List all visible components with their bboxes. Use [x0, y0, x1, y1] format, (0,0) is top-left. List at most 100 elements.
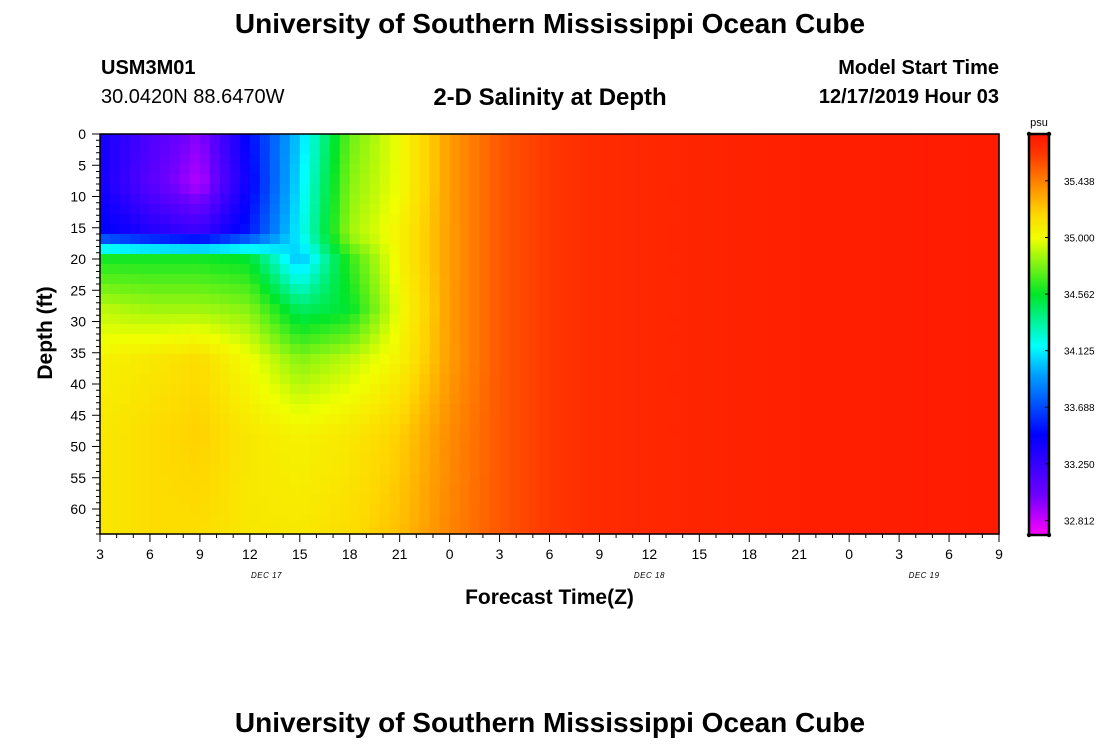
heatmap-cell: [299, 264, 311, 275]
heatmap-cell: [729, 364, 740, 375]
heatmap-cell: [149, 344, 161, 355]
heatmap-cell: [379, 254, 391, 265]
heatmap-cell: [609, 134, 621, 145]
heatmap-cell: [909, 374, 920, 385]
heatmap-cell: [219, 184, 231, 195]
heatmap-cell: [449, 224, 461, 235]
heatmap-cell: [839, 134, 850, 145]
heatmap-cell: [269, 184, 281, 195]
heatmap-cell: [469, 504, 481, 515]
heatmap-cell: [119, 134, 131, 145]
heatmap-cell: [379, 484, 391, 495]
heatmap-cell: [959, 294, 970, 305]
heatmap-cell: [709, 234, 720, 245]
heatmap-cell: [409, 144, 421, 155]
heatmap-cell: [569, 234, 581, 245]
heatmap-cell: [549, 494, 561, 505]
heatmap-cell: [289, 374, 301, 385]
heatmap-cell: [149, 354, 161, 365]
heatmap-cell: [109, 434, 121, 445]
heatmap-cell: [469, 304, 481, 315]
heatmap-cell: [649, 404, 660, 415]
heatmap-cell: [759, 254, 770, 265]
heatmap-cell: [269, 414, 281, 425]
heatmap-cell: [739, 144, 750, 155]
heatmap-cell: [199, 264, 211, 275]
heatmap-cell: [339, 204, 351, 215]
heatmap-cell: [649, 274, 660, 285]
heatmap-cell: [569, 364, 581, 375]
heatmap-cell: [169, 314, 181, 325]
heatmap-cell: [569, 244, 581, 255]
heatmap-cell: [529, 334, 541, 345]
heatmap-cell: [779, 204, 790, 215]
heatmap-cell: [189, 444, 201, 455]
heatmap-cell: [919, 504, 930, 515]
heatmap-cell: [649, 504, 660, 515]
heatmap-cell: [100, 354, 111, 365]
heatmap-cell: [729, 444, 740, 455]
heatmap-cell: [959, 274, 970, 285]
heatmap-cell: [269, 284, 281, 295]
heatmap-cell: [509, 144, 521, 155]
heatmap-cell: [189, 204, 201, 215]
heatmap-cell: [179, 384, 191, 395]
heatmap-cell: [829, 164, 840, 175]
heatmap-cell: [129, 404, 141, 415]
heatmap-cell: [799, 174, 810, 185]
heatmap-cell: [899, 304, 910, 315]
heatmap-cell: [299, 344, 311, 355]
heatmap-cell: [249, 254, 261, 265]
heatmap-cell: [249, 504, 261, 515]
heatmap-cell: [739, 154, 750, 165]
heatmap-cell: [199, 434, 211, 445]
heatmap-cell: [559, 314, 571, 325]
heatmap-cell: [100, 414, 111, 425]
heatmap-cell: [579, 284, 591, 295]
heatmap-cell: [439, 244, 451, 255]
heatmap-cell: [100, 424, 111, 435]
heatmap-cell: [919, 374, 930, 385]
heatmap-cell: [669, 374, 680, 385]
heatmap-cell: [409, 174, 421, 185]
heatmap-cell: [429, 144, 441, 155]
heatmap-cell: [919, 334, 930, 345]
heatmap-cell: [609, 184, 621, 195]
heatmap-cell: [219, 274, 231, 285]
heatmap-cell: [909, 484, 920, 495]
heatmap-cell: [639, 524, 650, 535]
heatmap-cell: [569, 474, 581, 485]
heatmap-cell: [719, 474, 730, 485]
heatmap-cell: [869, 494, 880, 505]
heatmap-cell: [409, 224, 421, 235]
heatmap-cell: [709, 524, 720, 535]
heatmap-cell: [819, 444, 830, 455]
heatmap-cell: [909, 144, 920, 155]
heatmap-cell: [589, 464, 601, 475]
heatmap-cell: [319, 444, 331, 455]
heatmap-cell: [399, 264, 411, 275]
heatmap-cell: [809, 254, 820, 265]
heatmap-cell: [529, 504, 541, 515]
heatmap-cell: [809, 174, 820, 185]
heatmap-cell: [969, 524, 980, 535]
heatmap-cell: [829, 374, 840, 385]
heatmap-cell: [919, 444, 930, 455]
heatmap-cell: [409, 294, 421, 305]
heatmap-cell: [189, 464, 201, 475]
heatmap-cell: [669, 454, 680, 465]
heatmap-cell: [289, 214, 301, 225]
heatmap-cell: [979, 194, 990, 205]
heatmap-cell: [499, 294, 511, 305]
heatmap-cell: [279, 164, 291, 175]
heatmap-cell: [369, 494, 381, 505]
heatmap-cell: [699, 384, 710, 395]
heatmap-cell: [449, 274, 461, 285]
heatmap-cell: [599, 204, 611, 215]
heatmap-cell: [509, 334, 521, 345]
heatmap-cell: [739, 264, 750, 275]
heatmap-cell: [889, 334, 900, 345]
heatmap-cell: [119, 454, 131, 465]
heatmap-cell: [139, 494, 151, 505]
heatmap-cell: [119, 474, 131, 485]
